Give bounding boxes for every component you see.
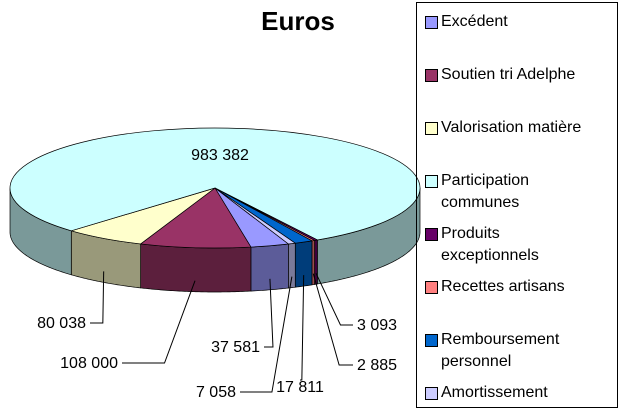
legend-swatch [425, 175, 438, 188]
legend-label: Soutien tri Adelphe [441, 66, 576, 83]
legend-swatch [425, 16, 438, 29]
legend-item: Valorisation matière [425, 117, 591, 139]
legend-swatch [425, 228, 438, 241]
leader-line [264, 278, 274, 348]
legend-swatch [425, 69, 438, 82]
data-label: 80 038 [37, 315, 86, 332]
leader-line [315, 273, 353, 326]
data-label: 108 000 [60, 355, 118, 372]
legend-label: Excédent [441, 13, 508, 30]
legend-label: Produits exceptionnels [441, 225, 539, 264]
leader-line [300, 275, 305, 381]
legend-label: Amortissement [441, 384, 548, 401]
legend-swatch [425, 281, 438, 294]
legend-swatch [425, 334, 438, 347]
leader-line [122, 280, 196, 364]
legend-item: Excédent [425, 11, 591, 33]
legend-item: Soutien tri Adelphe [425, 64, 591, 86]
data-label: 7 058 [196, 384, 236, 401]
slice-side [140, 243, 252, 293]
data-label: 17 811 [276, 379, 324, 396]
slice [214, 187, 297, 245]
leader-line [90, 271, 105, 324]
legend-label: Valorisation matière [441, 119, 582, 136]
legend-swatch [425, 387, 438, 400]
legend-item: Recettes artisans [425, 276, 591, 298]
legend-item: Remboursement personnel [425, 329, 591, 373]
legend-label: Remboursement personnel [441, 331, 560, 370]
data-label: 983 382 [191, 147, 249, 164]
legend-label: Recettes artisans [441, 278, 565, 295]
legend-item: Participation communes [425, 170, 591, 214]
data-label: 37 581 [211, 339, 260, 356]
legend: Excédent Soutien tri Adelphe Valorisation … [416, 2, 618, 408]
slice-side [288, 242, 296, 289]
slice-side [314, 239, 318, 285]
leader-line [312, 273, 353, 366]
legend-label: Participation communes [441, 172, 530, 211]
legend-swatch [425, 122, 438, 135]
data-label: 2 885 [357, 357, 397, 374]
leader-line [240, 276, 293, 393]
slice [139, 187, 252, 249]
slice [9, 127, 421, 241]
data-label: 3 093 [357, 317, 397, 334]
legend-item: Amortissement [425, 382, 591, 404]
chart-title: Euros [261, 6, 335, 36]
legend-item: Produits exceptionnels [425, 223, 591, 267]
